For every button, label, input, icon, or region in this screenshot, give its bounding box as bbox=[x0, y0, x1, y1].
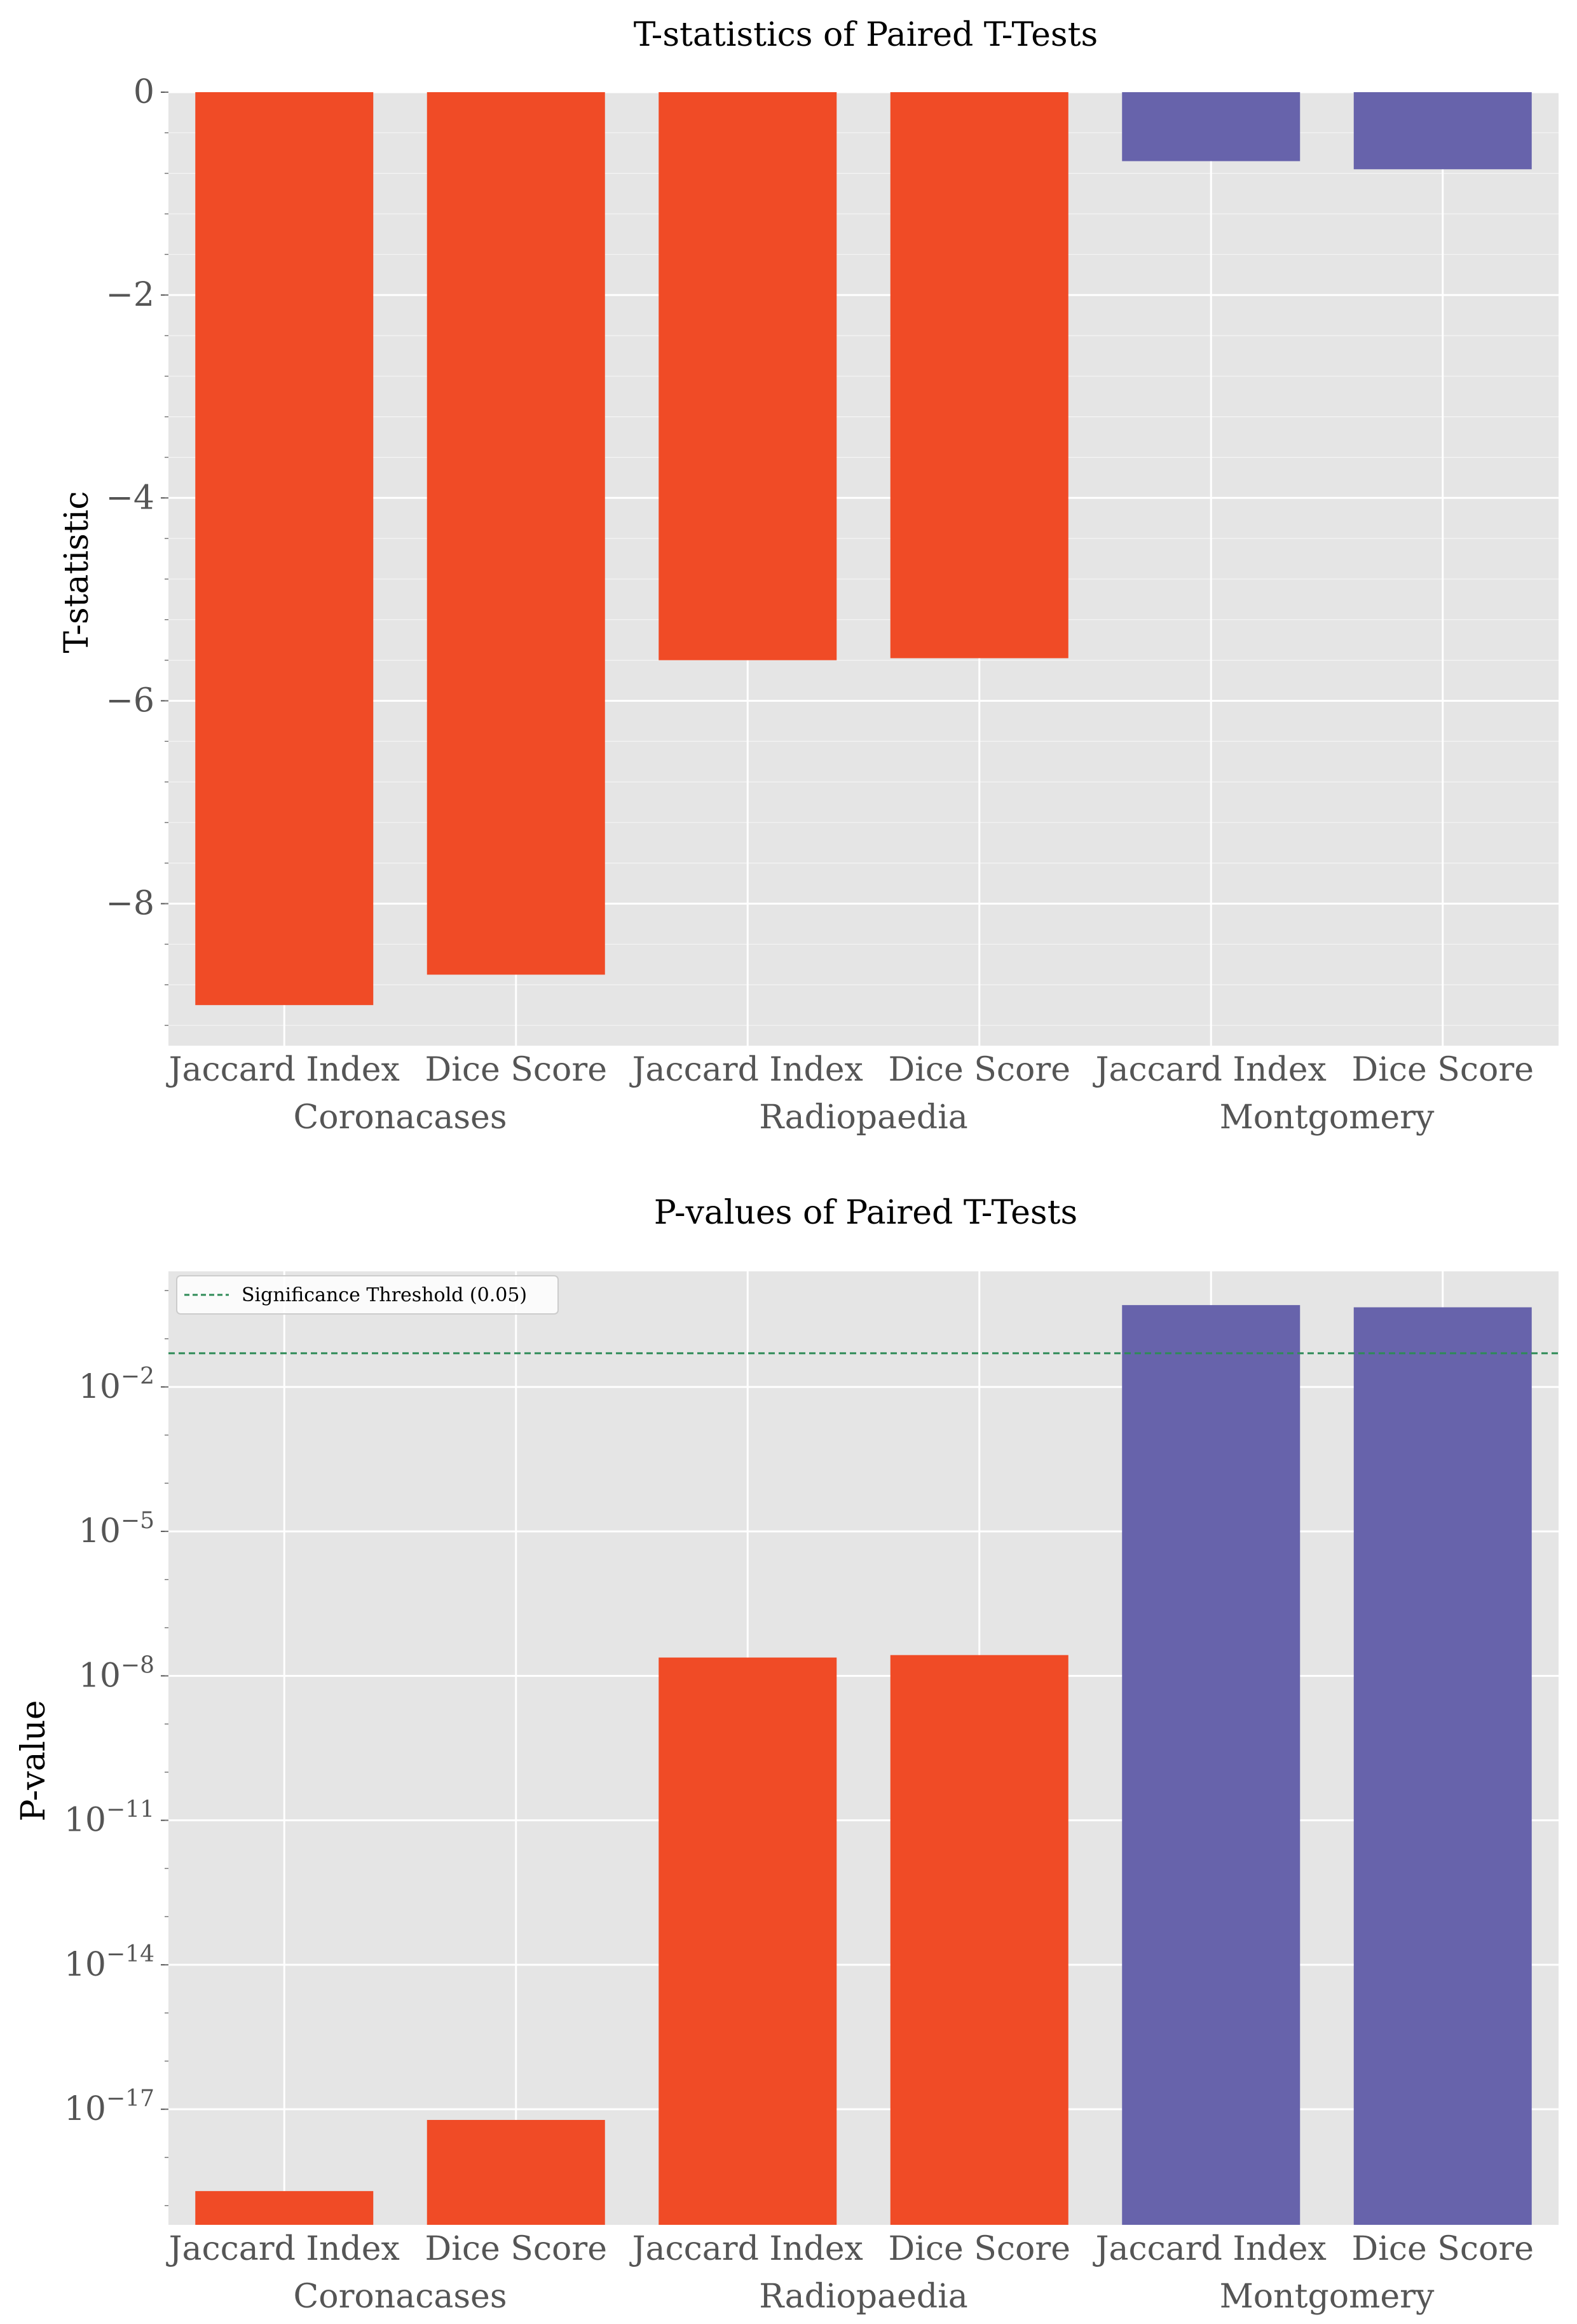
legend-box bbox=[176, 1275, 559, 1315]
pvalue-x-tick-labels: Jaccard Index Dice Score Jaccard Index Dice… bbox=[166, 2230, 1534, 2268]
group-label: Radiopaedia bbox=[759, 1098, 968, 1137]
x-tick-label: Jaccard Index bbox=[166, 1051, 400, 1089]
tstat-bar bbox=[195, 92, 374, 1006]
pvalue-chart-title: P-values of Paired T-Tests bbox=[654, 1194, 1077, 1232]
x-tick-label: Dice Score bbox=[889, 2230, 1070, 2268]
tstat-plot-area bbox=[168, 92, 1559, 1046]
tstat-chart-title: T-statistics of Paired T-Tests bbox=[634, 16, 1098, 54]
tstat-bar bbox=[890, 92, 1068, 659]
tstat-bar bbox=[427, 92, 605, 975]
y-tick-label: 10−14 bbox=[64, 1941, 154, 1984]
x-tick-label: Dice Score bbox=[889, 1051, 1070, 1089]
tstat-chart: T-statistics of Paired T-Tests 0 −2 −4 −6 −8… bbox=[58, 16, 1559, 1137]
pvalue-group-labels: Coronacases Radiopaedia Montgomery bbox=[293, 2278, 1435, 2316]
group-label: Montgomery bbox=[1220, 2278, 1435, 2316]
pvalue-bar bbox=[195, 2191, 374, 2225]
pvalue-y-axis-title: P-value bbox=[15, 1700, 53, 1822]
pvalue-plot-area bbox=[168, 1271, 1559, 2225]
pvalue-bar bbox=[1353, 1307, 1532, 2225]
group-label: Coronacases bbox=[293, 1098, 507, 1137]
tstat-group-labels: Coronacases Radiopaedia Montgomery bbox=[293, 1098, 1435, 1137]
pvalue-y-ticks: 10−2 10−5 10−8 10−11 10−14 10−17 bbox=[64, 1290, 168, 2206]
y-tick-label: −6 bbox=[106, 681, 154, 720]
x-tick-label: Jaccard Index bbox=[629, 1051, 863, 1089]
y-tick-label: −4 bbox=[106, 479, 154, 517]
group-label: Radiopaedia bbox=[759, 2278, 968, 2316]
y-tick-label: 10−11 bbox=[64, 1797, 154, 1840]
pvalue-bar bbox=[1122, 1305, 1301, 2225]
y-tick-label: 10−5 bbox=[79, 1508, 154, 1550]
x-tick-label: Jaccard Index bbox=[166, 2230, 400, 2268]
x-tick-label: Dice Score bbox=[425, 1051, 607, 1089]
tstat-bars bbox=[195, 92, 1532, 1006]
x-tick-label: Jaccard Index bbox=[1093, 2230, 1327, 2268]
tstat-bar bbox=[659, 92, 837, 660]
y-tick-label: 10−8 bbox=[79, 1652, 154, 1695]
y-tick-label: 10−2 bbox=[79, 1364, 154, 1406]
tstat-y-ticks: 0 −2 −4 −6 −8 bbox=[106, 73, 168, 1026]
pvalue-bar bbox=[659, 1657, 837, 2225]
x-tick-label: Jaccard Index bbox=[1093, 1051, 1327, 1089]
y-tick-label: 0 bbox=[133, 73, 154, 111]
pvalue-bars bbox=[195, 1305, 1532, 2225]
y-tick-label: −8 bbox=[106, 885, 154, 923]
tstat-bar bbox=[1122, 92, 1301, 161]
x-tick-label: Dice Score bbox=[1352, 2230, 1534, 2268]
pvalue-bar bbox=[890, 1655, 1068, 2225]
pvalue-bar bbox=[427, 2119, 605, 2225]
legend: Significance Threshold (0.05) bbox=[176, 1275, 559, 1315]
x-tick-label: Jaccard Index bbox=[629, 2230, 863, 2268]
tstat-y-axis-title: T-statistic bbox=[58, 491, 96, 653]
y-tick-label: −2 bbox=[106, 276, 154, 314]
y-tick-label: 10−17 bbox=[64, 2086, 154, 2128]
x-tick-label: Dice Score bbox=[425, 2230, 607, 2268]
legend-label: Significance Threshold (0.05) bbox=[242, 1284, 527, 1306]
group-label: Montgomery bbox=[1220, 1098, 1435, 1137]
tstat-bar bbox=[1353, 92, 1532, 170]
group-label: Coronacases bbox=[293, 2278, 507, 2316]
tstat-x-tick-labels: Jaccard Index Dice Score Jaccard Index Dice… bbox=[166, 1051, 1534, 1089]
pvalue-chart: P-values of Paired T-Tests 10−210−510−81… bbox=[15, 1194, 1559, 2316]
x-tick-label: Dice Score bbox=[1352, 1051, 1534, 1089]
